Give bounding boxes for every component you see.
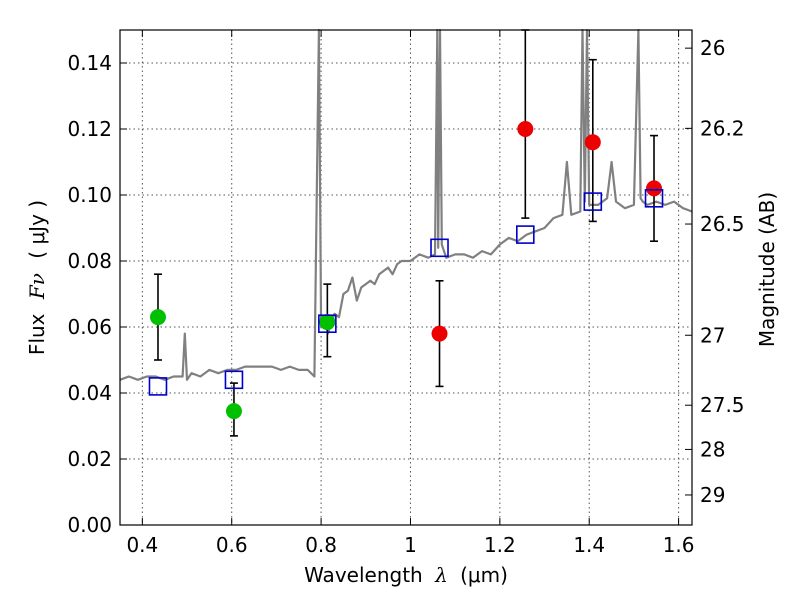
y-tick-label: 0.04 — [67, 381, 112, 405]
model-photometry-box — [644, 189, 664, 208]
grid-lines — [120, 30, 692, 525]
red-point — [431, 325, 448, 342]
y2-tick-label: 27.5 — [700, 393, 745, 417]
y2-tick-label: 26.2 — [700, 116, 745, 140]
x-axis-label: Wavelength λ (μm) — [304, 563, 508, 587]
model-photometry-box — [224, 370, 244, 390]
y2-axis-label: Magnitude (AB) — [755, 192, 779, 347]
y2-tick-label: 29 — [700, 483, 725, 507]
y-axis-label-text: Flux — [25, 313, 49, 355]
x-tick-label: 0.4 — [126, 533, 158, 557]
x-tick-label: 0.8 — [305, 533, 337, 557]
x-tick-label: 1 — [404, 533, 417, 557]
red-point — [646, 180, 663, 197]
green-point — [149, 309, 166, 326]
y-tick-label: 0.12 — [67, 117, 112, 141]
model-photometry-box — [430, 238, 449, 258]
plot-frame — [119, 29, 693, 526]
x-tick-label: 1.6 — [663, 533, 695, 557]
model-photometry-box — [318, 314, 337, 334]
axis-ticks: 0.4 0.6 0.8 1 1.2 1.4 1.6 0.00 0.02 0.04 0.06 0.08 0… — [67, 30, 745, 557]
x-tick-label: 1.4 — [573, 533, 605, 557]
y-axis-unit: ( μJy ) — [25, 200, 49, 259]
y2-tick-label: 26.5 — [700, 212, 745, 236]
model-spectrum-line — [119, 28, 693, 381]
y-tick-label: 0.10 — [67, 183, 112, 207]
y-tick-label: 0.14 — [67, 51, 112, 75]
y-axis-label: Flux Fν ( μJy ) — [25, 200, 49, 355]
x-axis-symbol: λ — [434, 563, 448, 587]
data-markers — [148, 121, 664, 420]
model-photometry-box — [516, 225, 535, 244]
green-point — [319, 314, 336, 331]
x-axis-label-text: Wavelength — [304, 563, 423, 587]
x-tick-label: 1.2 — [484, 533, 516, 557]
y-tick-label: 0.02 — [67, 447, 112, 471]
y-tick-label: 0.00 — [67, 513, 112, 537]
model-photometry-box — [583, 192, 603, 211]
red-point — [584, 134, 601, 151]
y2-tick-label: 28 — [700, 437, 725, 461]
model-spectrum — [119, 28, 693, 381]
y2-tick-label: 27 — [700, 323, 725, 347]
y2-tick-label: 26 — [700, 36, 725, 60]
y-axis-symbol: Fν — [25, 273, 49, 300]
green-point — [225, 403, 242, 420]
x-tick-label: 0.6 — [216, 533, 248, 557]
red-point — [517, 121, 534, 137]
y-tick-label: 0.06 — [67, 315, 112, 339]
x-axis-unit: (μm) — [460, 563, 508, 587]
y-tick-label: 0.08 — [67, 249, 112, 273]
model-photometry-box — [148, 377, 168, 396]
